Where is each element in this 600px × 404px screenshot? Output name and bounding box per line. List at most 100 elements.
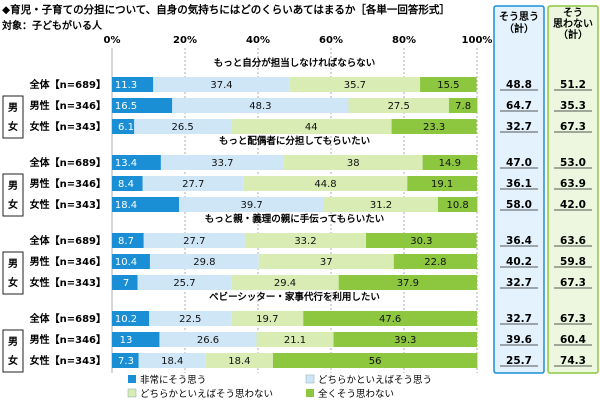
bar-segment [243,176,408,191]
bar-segment [159,332,257,347]
bar-value-label: 33.7 [211,158,233,169]
bar-value-label: 18.4 [161,356,183,367]
bar-segment [112,197,180,212]
bar-value-label: 10.8 [447,200,469,211]
row-label: 男性【n=346】 [30,177,106,190]
bar-segment [149,311,232,326]
disagree-total: 67.3 [560,277,586,289]
agree-total: 25.7 [506,355,532,367]
bar-segment [143,233,245,248]
sex-female-label: 女 [8,354,18,367]
bar-value-label: 27.7 [183,236,205,247]
bar-segment [112,311,150,326]
disagree-total: 53.0 [560,157,586,169]
bar-value-label: 33.2 [294,236,316,247]
disagree-total: 67.3 [560,313,586,325]
bar-value-label: 26.6 [197,335,219,346]
disagree-total: 42.0 [560,199,586,211]
bar-value-label: 18.4 [228,356,250,367]
disagree-total: 67.3 [560,121,586,133]
bar-value-label: 14.9 [439,158,461,169]
row-label: 全体【n=689】 [29,312,106,325]
bar-segment [160,155,284,170]
bar-value-label: 13 [120,335,133,346]
bar-value-label: 22.5 [179,314,201,325]
bar-value-label: 39.7 [240,200,262,211]
bar-segment [230,119,392,134]
bar-value-label: 26.5 [171,122,193,133]
bar-value-label: 22.8 [424,257,446,268]
disagree-total: 59.8 [560,256,586,268]
bar-segment [138,353,206,368]
sex-male-label: 男 [8,180,18,192]
bar-segment [244,233,367,248]
bar-segment [153,77,290,92]
row-label: 女性【n=343】 [30,198,106,211]
bar-segment [112,332,160,347]
agree-total: 40.2 [506,256,532,268]
bar-segment [179,197,325,212]
row-label: 男性【n=346】 [30,99,106,112]
bar-value-label: 31.2 [370,200,392,211]
bar-segment [112,77,154,92]
bar-value-label: 7 [123,278,129,289]
bar-value-label: 35.7 [344,80,366,91]
bar-value-label: 37.9 [397,278,419,289]
agree-column-panel [493,5,545,374]
row-label: 男性【n=346】 [30,255,106,268]
agree-total: 32.7 [506,121,532,133]
bar-value-label: 56 [369,356,382,367]
sex-male-label: 男 [8,102,18,114]
bar-value-label: 47.6 [379,314,401,325]
bar-value-label: 27.5 [388,101,410,112]
agree-total: 39.6 [506,334,532,346]
bar-value-label: 21.1 [284,335,306,346]
bar-segment [283,155,423,170]
bar-value-label: 39.3 [394,335,416,346]
bar-value-label: 10.2 [115,314,137,325]
sex-box [2,173,24,217]
bar-segment [142,176,244,191]
bar-value-label: 29.4 [274,278,296,289]
bar-segment [172,98,349,113]
bar-segment [258,254,394,269]
sex-female-label: 女 [8,120,18,133]
bar-segment [407,176,477,191]
bar-segment [137,275,232,290]
bar-segment [324,197,438,212]
sex-male-label: 男 [8,258,18,270]
disagree-total: 60.4 [560,334,586,346]
legend-label: 非常にそう思う [140,374,206,386]
legend-swatch [306,389,314,397]
bar-value-label: 19.1 [431,179,453,190]
legend-swatch [128,375,136,383]
bar-segment [231,275,339,290]
bar-value-label: 48.3 [249,101,271,112]
bar-segment [393,254,477,269]
bar-value-label: 8.7 [118,236,134,247]
bar-value-label: 37 [320,257,333,268]
bar-value-label: 44 [305,122,318,133]
row-label: 男性【n=346】 [30,333,106,346]
bar-segment [149,254,259,269]
x-tick-label: 20% [173,35,197,46]
bar-value-label: 16.5 [115,101,137,112]
bar-segment [112,275,138,290]
bar-segment [303,311,477,326]
x-tick-label: 40% [246,35,270,46]
bar-segment [289,77,421,92]
legend-swatch [305,374,315,384]
sex-female-label: 女 [8,276,18,289]
sex-box [2,95,24,139]
bar-segment [333,332,477,347]
bar-value-label: 19.7 [256,314,278,325]
bar-segment [112,254,150,269]
bar-value-label: 25.7 [173,278,195,289]
x-tick-label: 100% [462,35,493,46]
group-title: もっと自分が担当しなければならない [214,57,376,69]
bar-segment [420,77,477,92]
row-label: 全体【n=689】 [29,156,106,169]
chart-subtitle: 対象：子どもがいる人 [1,19,103,32]
row-label: 全体【n=689】 [29,234,106,247]
